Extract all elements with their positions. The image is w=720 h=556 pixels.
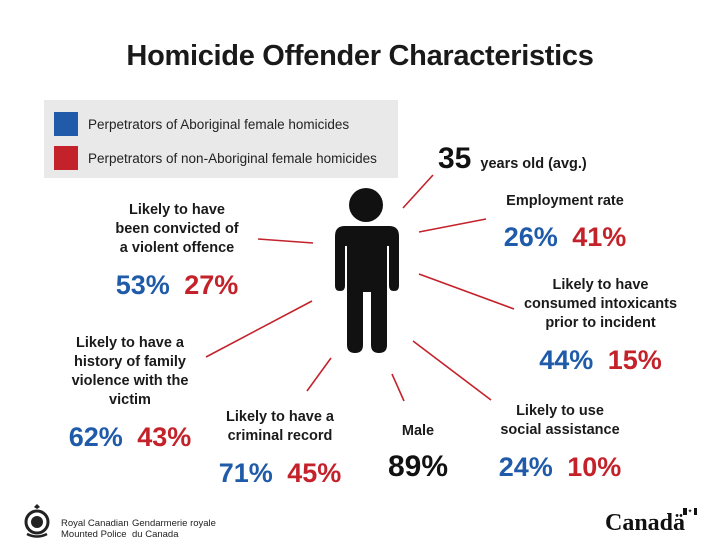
connector-lines bbox=[205, 174, 515, 402]
stat-criminal-label: Likely to have a criminal record bbox=[226, 409, 334, 444]
stat-violent-label: Likely to have been convicted of a viole… bbox=[115, 202, 239, 256]
stat-assistance-values: 24% 10% bbox=[490, 452, 630, 483]
intoxicants-blue: 44% bbox=[539, 345, 594, 375]
stat-assistance-label: Likely to use social assistance bbox=[500, 403, 620, 438]
stat-employment-values: 26% 41% bbox=[490, 222, 640, 253]
assistance-blue: 24% bbox=[498, 452, 553, 482]
stat-criminal-record: Likely to have a criminal record 71% 45% bbox=[210, 408, 350, 489]
ray-male bbox=[391, 373, 405, 402]
employment-red: 41% bbox=[572, 222, 627, 252]
age-stat: 35 years old (avg.) bbox=[438, 142, 587, 176]
canada-wordmark: Canadä bbox=[605, 510, 686, 536]
stat-male-values: 89% bbox=[378, 450, 458, 484]
rcmp-name-en: Royal Canadian Mounted Police bbox=[61, 518, 129, 540]
stat-intoxicants: Likely to have consumed intoxicants prio… bbox=[513, 276, 688, 376]
family-red: 43% bbox=[137, 422, 192, 452]
employment-blue: 26% bbox=[503, 222, 558, 252]
ray-assistance bbox=[412, 340, 492, 401]
legend-label-aboriginal: Perpetrators of Aboriginal female homici… bbox=[88, 116, 350, 132]
legend-item-aboriginal: Perpetrators of Aboriginal female homici… bbox=[54, 112, 349, 136]
stat-family-violence: Likely to have a history of family viole… bbox=[60, 334, 200, 453]
legend-label-non-aboriginal: Perpetrators of non-Aboriginal female ho… bbox=[88, 150, 377, 166]
rcmp-crest-icon bbox=[22, 503, 52, 539]
canada-flag-icon: ✦ bbox=[683, 508, 697, 515]
age-value: 35 bbox=[438, 142, 472, 175]
violent-red: 27% bbox=[184, 270, 239, 300]
assistance-red: 10% bbox=[567, 452, 622, 482]
page-title: Homicide Offender Characteristics bbox=[126, 40, 594, 72]
legend-item-non-aboriginal: Perpetrators of non-Aboriginal female ho… bbox=[54, 146, 377, 170]
stat-social-assistance: Likely to use social assistance 24% 10% bbox=[490, 402, 630, 483]
ray-age bbox=[402, 174, 434, 209]
violent-blue: 53% bbox=[115, 270, 170, 300]
ray-family bbox=[205, 300, 313, 358]
stat-criminal-values: 71% 45% bbox=[210, 458, 350, 489]
criminal-blue: 71% bbox=[218, 458, 273, 488]
stat-employment-label: Employment rate bbox=[506, 193, 624, 209]
stat-intoxicants-values: 44% 15% bbox=[513, 345, 688, 376]
rcmp-name-fr: Gendarmerie royale du Canada bbox=[132, 518, 216, 540]
intoxicants-red: 15% bbox=[607, 345, 662, 375]
stat-employment: Employment rate 26% 41% bbox=[490, 192, 640, 253]
stat-violent-offence: Likely to have been convicted of a viole… bbox=[97, 201, 257, 301]
person-icon bbox=[335, 188, 399, 353]
blue-swatch bbox=[54, 112, 78, 136]
red-swatch bbox=[54, 146, 78, 170]
age-label: years old (avg.) bbox=[480, 156, 587, 172]
stat-male-label: Male bbox=[401, 423, 435, 439]
ray-employment bbox=[418, 218, 487, 233]
stat-family-label: Likely to have a history of family viole… bbox=[71, 335, 189, 408]
ray-violent bbox=[257, 238, 314, 244]
ray-intoxicants bbox=[418, 273, 515, 310]
stat-male: Male 89% bbox=[378, 422, 458, 484]
legend: Perpetrators of Aboriginal female homici… bbox=[44, 100, 398, 178]
stat-violent-values: 53% 27% bbox=[97, 270, 257, 301]
ray-criminal bbox=[306, 357, 332, 392]
stat-family-values: 62% 43% bbox=[60, 422, 200, 453]
criminal-red: 45% bbox=[287, 458, 342, 488]
stat-intoxicants-label: Likely to have consumed intoxicants prio… bbox=[523, 277, 678, 331]
family-blue: 62% bbox=[68, 422, 123, 452]
male-value: 89% bbox=[387, 450, 449, 483]
